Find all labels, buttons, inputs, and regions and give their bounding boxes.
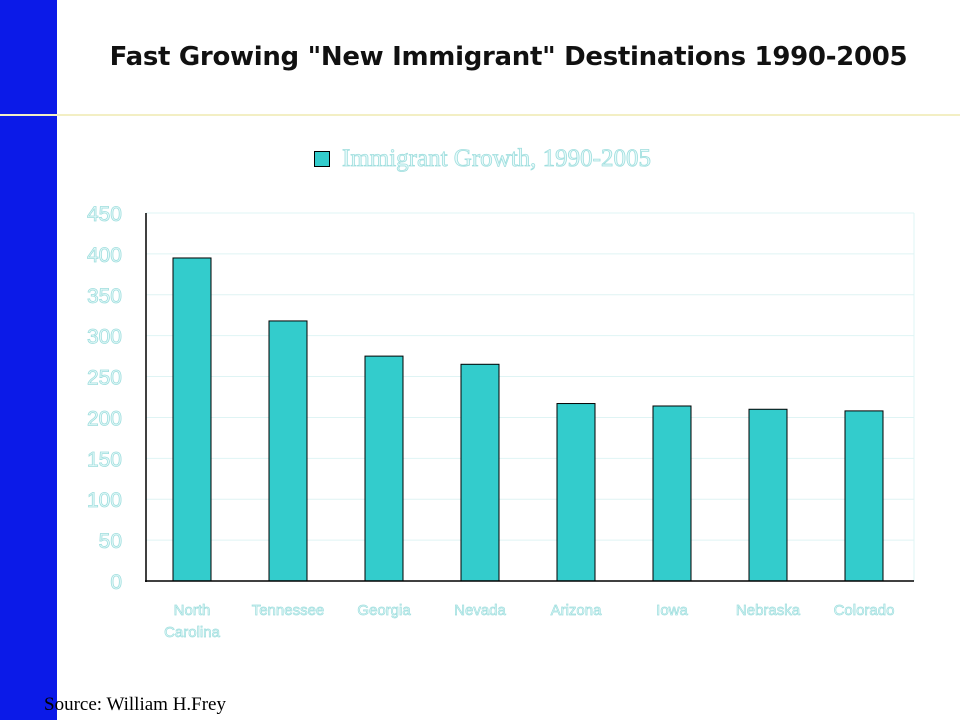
source-note: Source: William H.Frey	[44, 694, 226, 715]
y-tick-label: 150	[87, 448, 122, 471]
bar-1	[268, 320, 308, 582]
x-category-label: Iowa	[656, 602, 688, 619]
x-category-label: Carolina	[164, 624, 221, 641]
legend-label: Immigrant Growth, 1990-2005	[342, 145, 652, 173]
x-category-label: North	[174, 602, 211, 619]
side-accent-bar	[0, 0, 57, 720]
y-tick-label: 400	[87, 244, 122, 267]
y-tick-label: 450	[87, 203, 122, 226]
bar-5	[652, 405, 692, 582]
x-category-label: Nevada	[454, 602, 506, 619]
x-category-label: Tennessee	[252, 602, 325, 619]
x-category-label: Nebraska	[736, 602, 801, 619]
y-tick-label: 200	[87, 407, 122, 430]
bar-0	[172, 257, 212, 582]
legend-swatch	[314, 151, 330, 167]
x-category-label: Colorado	[834, 602, 895, 619]
y-tick-label: 100	[87, 489, 122, 512]
x-category-label: Arizona	[551, 602, 603, 619]
slide-title: Fast Growing "New Immigrant" Destination…	[109, 42, 908, 72]
bar-4	[556, 403, 596, 582]
bar-3	[460, 363, 500, 582]
bar-6	[748, 408, 788, 582]
y-tick-label: 300	[87, 326, 122, 349]
bar-2	[364, 355, 404, 582]
x-category-label: Georgia	[357, 602, 411, 619]
y-tick-label: 50	[99, 530, 122, 553]
y-tick-label: 0	[110, 571, 122, 594]
title-divider	[0, 114, 960, 116]
chart-legend: Immigrant Growth, 1990-2005	[314, 144, 651, 174]
y-tick-label: 350	[87, 285, 122, 308]
bar-7	[844, 410, 884, 582]
y-tick-label: 250	[87, 367, 122, 390]
